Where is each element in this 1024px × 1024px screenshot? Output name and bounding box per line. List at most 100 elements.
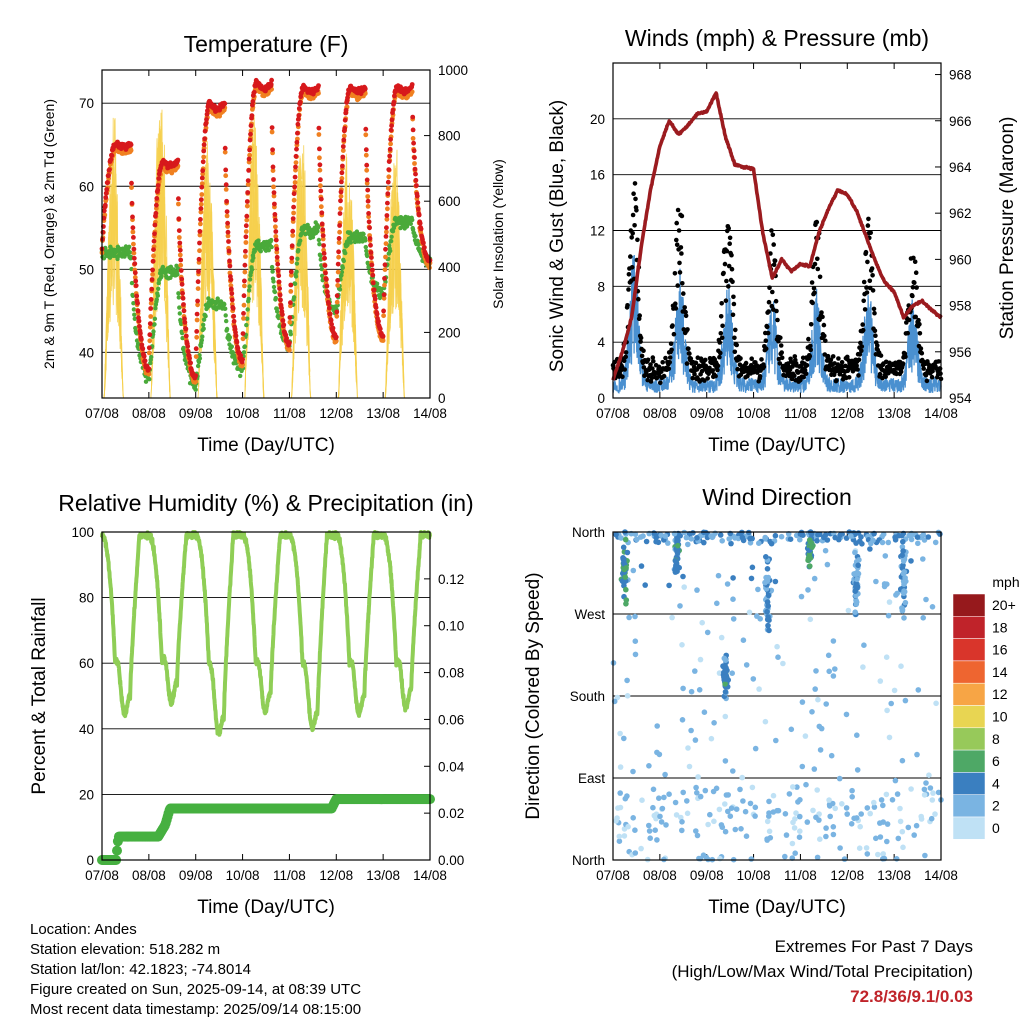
colorbar: mph 20+ 18 16 14 12 10 8 6 4 2 0 bbox=[952, 574, 1020, 840]
gust-point bbox=[658, 380, 663, 386]
t2-point bbox=[176, 196, 181, 202]
t9-point bbox=[201, 154, 207, 160]
t2-point bbox=[362, 86, 368, 92]
t2-point bbox=[243, 234, 249, 240]
y2-tick-label: 966 bbox=[949, 114, 972, 129]
gust-point bbox=[680, 281, 685, 286]
t2-point bbox=[411, 140, 416, 146]
t2-point bbox=[370, 272, 376, 278]
gust-point bbox=[629, 235, 634, 240]
t2-point bbox=[323, 270, 328, 276]
t2-point bbox=[238, 353, 244, 358]
direction-point bbox=[935, 789, 942, 796]
direction-point bbox=[855, 570, 862, 577]
t2-point bbox=[134, 293, 140, 299]
direction-point bbox=[672, 558, 679, 564]
direction-point bbox=[797, 531, 804, 537]
direction-point bbox=[873, 578, 879, 585]
t2-point bbox=[151, 247, 156, 253]
td-point bbox=[408, 221, 413, 226]
direction-point bbox=[817, 747, 824, 753]
gust-point bbox=[684, 361, 690, 366]
direction-point bbox=[646, 828, 653, 834]
t2-point bbox=[180, 295, 186, 301]
direction-point bbox=[844, 811, 850, 817]
t9-point bbox=[382, 282, 387, 288]
x-tick-label: 07/08 bbox=[85, 868, 119, 883]
gust-point bbox=[774, 308, 779, 314]
gust-point bbox=[719, 301, 724, 306]
t9-point bbox=[195, 302, 201, 308]
gust-point bbox=[729, 252, 734, 258]
gust-point bbox=[730, 312, 736, 318]
gust-point bbox=[621, 358, 627, 364]
direction-point bbox=[848, 821, 855, 827]
t2-point bbox=[269, 125, 275, 130]
direction-point bbox=[786, 791, 793, 797]
panel-1: Temperature (F) 07/08 08/08 09/08 10/08 11/08… bbox=[79, 31, 468, 456]
t9-point bbox=[241, 316, 246, 321]
colorbar-swatch bbox=[952, 616, 986, 639]
direction-point bbox=[797, 813, 803, 820]
td-point bbox=[246, 288, 252, 293]
x-tick-label: 08/08 bbox=[132, 406, 166, 421]
direction-point bbox=[821, 534, 827, 541]
direction-point bbox=[793, 810, 799, 816]
direction-point bbox=[722, 713, 729, 720]
t2-point bbox=[364, 177, 370, 183]
td-point bbox=[238, 373, 243, 379]
gust-point bbox=[861, 298, 866, 304]
series-2m-t bbox=[99, 77, 433, 381]
direction-point bbox=[766, 798, 772, 805]
series-total-precipitation bbox=[97, 794, 435, 865]
y2-tick-label: 600 bbox=[438, 194, 461, 209]
direction-point bbox=[888, 700, 894, 707]
gust-point bbox=[792, 354, 798, 359]
direction-point bbox=[718, 822, 725, 828]
td-point bbox=[147, 377, 152, 382]
t9-point bbox=[384, 216, 390, 222]
gust-point bbox=[727, 235, 733, 241]
x-tick-label: 07/08 bbox=[596, 406, 630, 421]
t2-point bbox=[316, 83, 321, 88]
gust-point bbox=[815, 266, 821, 272]
direction-point bbox=[621, 833, 628, 839]
td-point bbox=[107, 255, 113, 260]
panel-3: Relative Humidity (%) & Precipitation (i… bbox=[58, 490, 473, 918]
direction-point bbox=[679, 717, 686, 723]
t2-point bbox=[193, 373, 199, 378]
t2-point bbox=[340, 154, 346, 160]
direction-point bbox=[902, 599, 909, 606]
direction-point bbox=[871, 804, 878, 810]
t2-point bbox=[176, 228, 182, 234]
td-point bbox=[266, 248, 271, 253]
t2-point bbox=[153, 210, 159, 216]
t2-point bbox=[342, 125, 348, 131]
direction-point bbox=[825, 652, 832, 659]
t2-point bbox=[295, 121, 301, 127]
gust-point bbox=[825, 353, 831, 359]
direction-point bbox=[725, 808, 731, 815]
t2-point bbox=[175, 157, 181, 163]
direction-point bbox=[617, 764, 624, 770]
y2-tick-label: 0.04 bbox=[438, 759, 465, 774]
direction-point bbox=[780, 660, 786, 667]
direction-point bbox=[901, 615, 907, 621]
t2-point bbox=[340, 144, 346, 149]
direction-point bbox=[740, 798, 746, 804]
t9-point bbox=[241, 302, 247, 308]
direction-point bbox=[849, 794, 855, 800]
solar-trace bbox=[292, 163, 312, 399]
gust-point bbox=[666, 366, 672, 372]
y-axis-label: Sonic Wind & Gust (Blue, Black) bbox=[547, 100, 568, 372]
t2-point bbox=[290, 228, 296, 234]
t2-point bbox=[422, 245, 427, 250]
gust-point bbox=[866, 216, 871, 222]
direction-point bbox=[877, 834, 884, 840]
gust-point bbox=[868, 230, 873, 235]
td-point bbox=[294, 261, 300, 266]
t2-point bbox=[131, 246, 137, 252]
y-axis-label: Percent & Total Rainfall bbox=[29, 597, 50, 794]
t2-point bbox=[133, 278, 139, 284]
t9-point bbox=[223, 187, 229, 192]
